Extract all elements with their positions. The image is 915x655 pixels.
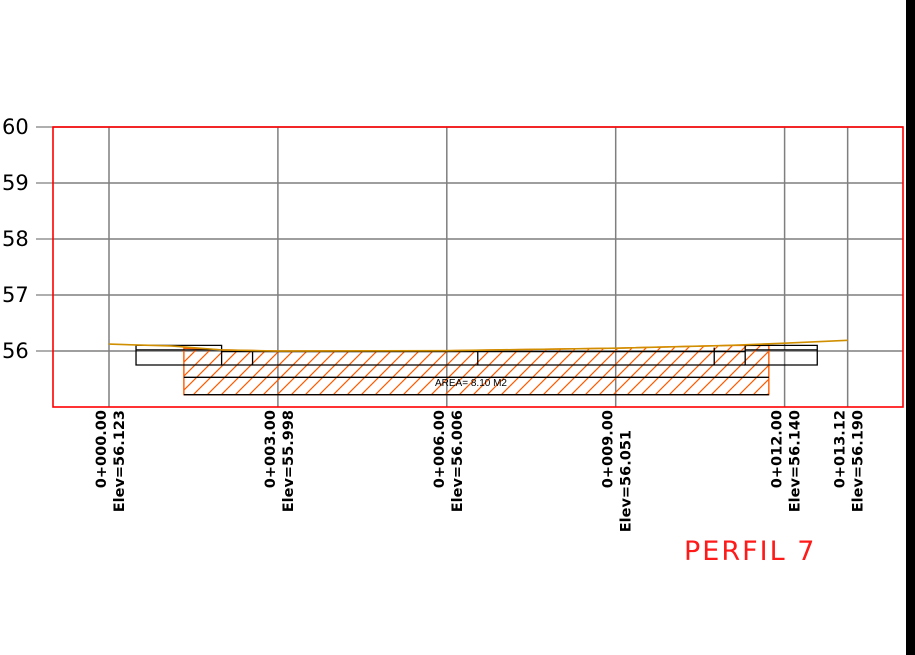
station-label: 0+009.00 xyxy=(601,410,617,488)
area-label: AREA= 8.10 M2 xyxy=(435,378,507,389)
right-edge-bar xyxy=(906,0,915,655)
elevation-label: Elev=56.123 xyxy=(112,410,128,512)
station-labels: 0+000.00 Elev=56.123 0+003.00 Elev=55.998 0+… xyxy=(94,410,867,532)
elevation-axis: 60 59 58 57 56 xyxy=(2,115,53,363)
station-label: 0+012.00 xyxy=(770,410,786,488)
elevation-label: Elev=55.998 xyxy=(281,410,297,512)
station-label: 0+013.12 xyxy=(833,410,849,488)
elevation-label: Elev=56.190 xyxy=(851,410,867,512)
plot-frame xyxy=(52,126,904,408)
terrain-profile xyxy=(108,339,848,352)
terrain-line xyxy=(108,339,848,352)
y-tick-label: 58 xyxy=(2,227,29,251)
y-tick-label: 59 xyxy=(2,171,29,195)
elevation-label: Elev=56.140 xyxy=(788,410,804,512)
y-tick-label: 56 xyxy=(2,339,29,363)
elevation-label: Elev=56.051 xyxy=(619,430,635,532)
station-label: 0+006.00 xyxy=(432,410,448,488)
station-label: 0+000.00 xyxy=(94,410,110,488)
elevation-label: Elev=56.006 xyxy=(450,410,466,512)
profile-title: PERFIL 7 xyxy=(684,536,816,567)
y-tick-label: 60 xyxy=(2,115,29,139)
y-tick-label: 57 xyxy=(2,283,29,307)
station-label: 0+003.00 xyxy=(263,410,279,488)
right-curb xyxy=(744,344,818,366)
